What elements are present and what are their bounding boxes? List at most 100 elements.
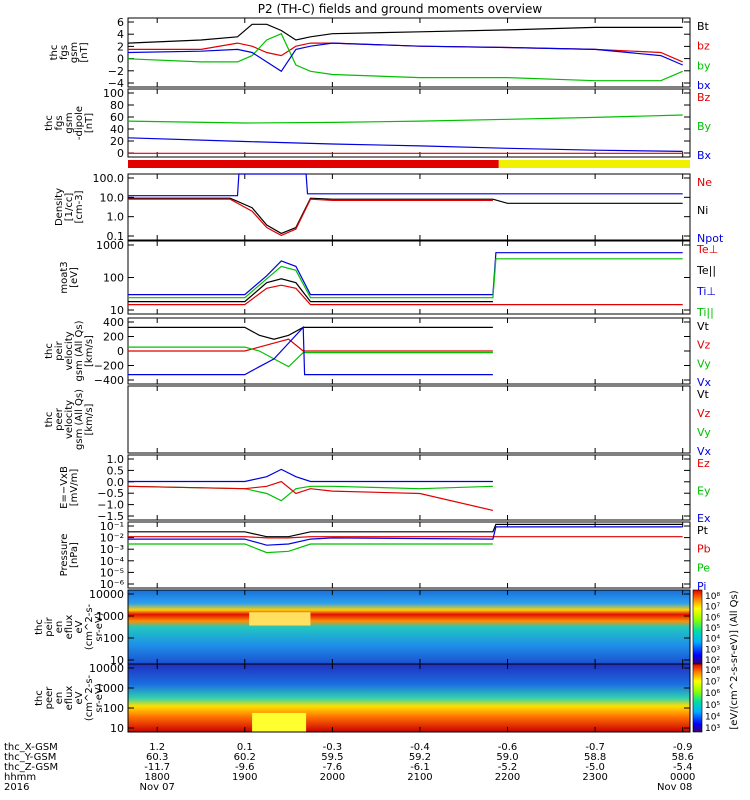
- x-tick-value: 59.2: [409, 752, 431, 763]
- y-axis-label: E=−VxB: [59, 466, 70, 509]
- quality-bar-red: [128, 160, 499, 168]
- legend-Ni: Ni: [697, 204, 708, 217]
- series-peir-velocity-Vt: [128, 326, 493, 340]
- panel-peir-spec: 10000 1000 100 10 thc peir en eflux eV (cm^2-s-sr…: [34, 588, 691, 667]
- legend-Bz: Bz: [697, 91, 711, 104]
- y-tick-label: −400: [94, 374, 124, 387]
- series-density-Ne: [128, 198, 493, 237]
- y-tick-label: −1.0: [97, 499, 124, 512]
- y-axis-label: [eV]: [69, 267, 80, 288]
- series-peir-velocity-Vx: [128, 325, 493, 376]
- spectrogram-fill: [128, 590, 690, 664]
- y-axis-label: [1/cc]: [64, 193, 75, 222]
- y-tick-label: 40: [110, 123, 124, 136]
- series-temperature-Te||: [128, 278, 493, 303]
- y-tick-label: 0.5: [107, 464, 125, 477]
- y-tick-label: 0: [117, 53, 124, 66]
- spectrogram-gap: [249, 612, 311, 626]
- y-tick-label: 10⁻⁵: [100, 566, 124, 579]
- series-peir-velocity-Vy: [128, 346, 493, 368]
- legend-Ti||: Ti||: [696, 306, 714, 319]
- legend-Bt: Bt: [697, 20, 710, 33]
- y-axis-label: en: [54, 621, 65, 634]
- spectrogram-gap: [252, 712, 307, 732]
- y-tick-label: 100.0: [93, 172, 125, 185]
- y-tick-label: 10: [110, 654, 124, 667]
- x-tick-value: -5.4: [673, 762, 693, 773]
- spectrogram-fill: [128, 664, 690, 732]
- y-tick-label: 10⁻¹: [100, 520, 124, 533]
- y-tick-label: 0.0: [107, 476, 125, 489]
- series-temperature-Te⊥: [128, 284, 683, 306]
- colorbar-upper: [692, 589, 703, 665]
- panel-frame: [127, 88, 691, 158]
- y-tick-label: 2: [117, 40, 124, 53]
- colorbar-label: [eV/(cm^2-s-sr-eV)] (All Qs): [729, 590, 740, 729]
- y-axis-label: thc: [44, 412, 55, 428]
- x-tick-value: -9.6: [235, 762, 255, 773]
- y-axis-label: [cm-3]: [74, 190, 85, 223]
- x-tick-value: 0.1: [237, 742, 253, 753]
- legend-Ey: Ey: [697, 485, 711, 498]
- colorbar-tick: 10⁸: [705, 592, 720, 602]
- y-tick-label: 1000: [96, 682, 124, 695]
- x-tick-value: 0000: [670, 772, 695, 783]
- y-tick-label: 60: [110, 111, 124, 124]
- x-tick-value: 2100: [407, 772, 432, 783]
- series-fgs-gsm-Bt: [127, 23, 683, 44]
- legend-Ez: Ez: [697, 457, 710, 470]
- y-axis-label: eflux: [64, 686, 75, 711]
- panel-frame: [127, 521, 691, 589]
- legend-Vt: Vt: [697, 320, 710, 333]
- y-tick-label: 10: [110, 722, 124, 735]
- legend-Ti⊥: Ti⊥: [696, 285, 716, 298]
- x-date-start: Nov 07: [139, 782, 174, 793]
- y-tick-label: 100: [103, 87, 124, 100]
- series-pressure-Pb: [128, 536, 683, 539]
- legend-Pt: Pt: [697, 524, 709, 537]
- colorbar-tick: 10⁴: [705, 712, 720, 722]
- y-axis-label: en: [54, 692, 65, 705]
- colorbar-tick: 10⁴: [705, 635, 720, 645]
- y-axis-label: thc: [49, 45, 60, 61]
- panel-peer-spec: 10000 1000 100 10 thc peer en eflux eV (cm^2-s-sr…: [34, 662, 691, 735]
- series-efield-Ex: [128, 468, 493, 483]
- colorbar: 10⁸10⁷10⁶10⁵10⁴10³10²10⁸10⁷10⁶10⁵10⁴10³[…: [692, 589, 740, 734]
- legend-Npot: Npot: [697, 232, 724, 245]
- y-tick-label: 100: [103, 702, 124, 715]
- x-tick-value: -5.2: [498, 762, 518, 773]
- x-row-label: hhmm: [4, 772, 36, 783]
- y-axis-label: eV: [74, 620, 85, 633]
- legend-By: By: [697, 120, 712, 133]
- legend-Vy: Vy: [697, 426, 711, 439]
- x-year: 2016: [4, 782, 29, 793]
- legend-Ex: Ex: [697, 512, 711, 525]
- y-axis-label: (cm^2-s-: [84, 674, 95, 721]
- legend-Vz: Vz: [697, 339, 711, 352]
- legend-Vx: Vx: [697, 445, 712, 458]
- series-peir-velocity-Vz: [128, 338, 493, 352]
- legend-Ne: Ne: [697, 176, 712, 189]
- y-tick-label: 200: [103, 331, 124, 344]
- legend-Te||: Te||: [696, 264, 716, 277]
- x-tick-value: -0.4: [410, 742, 430, 753]
- panel-frame: [127, 385, 691, 454]
- x-date-end: Nov 08: [657, 782, 692, 793]
- legend-Vt: Vt: [697, 388, 710, 401]
- series-pressure-Pi: [128, 526, 683, 546]
- x-tick-value: 60.3: [146, 752, 168, 763]
- legend-Pe: Pe: [697, 561, 710, 574]
- y-axis-label: velocity: [64, 331, 75, 370]
- panel-frame: [127, 240, 691, 315]
- y-axis-label: fgs: [54, 115, 65, 130]
- y-axis-label: gsm (All Qs): [74, 389, 85, 450]
- legend-Vy: Vy: [697, 357, 711, 370]
- x-tick-value: -6.1: [410, 762, 430, 773]
- y-axis-label: [nT]: [84, 113, 95, 133]
- y-tick-label: 10⁻⁶: [100, 578, 125, 591]
- x-tick-value: -5.0: [585, 762, 605, 773]
- panel-density: 100.0 10.0 1.0 0.1 Density [1/cc] [cm-3] Ne Ni Np…: [54, 172, 724, 245]
- colorbar-tick: 10⁵: [705, 701, 720, 711]
